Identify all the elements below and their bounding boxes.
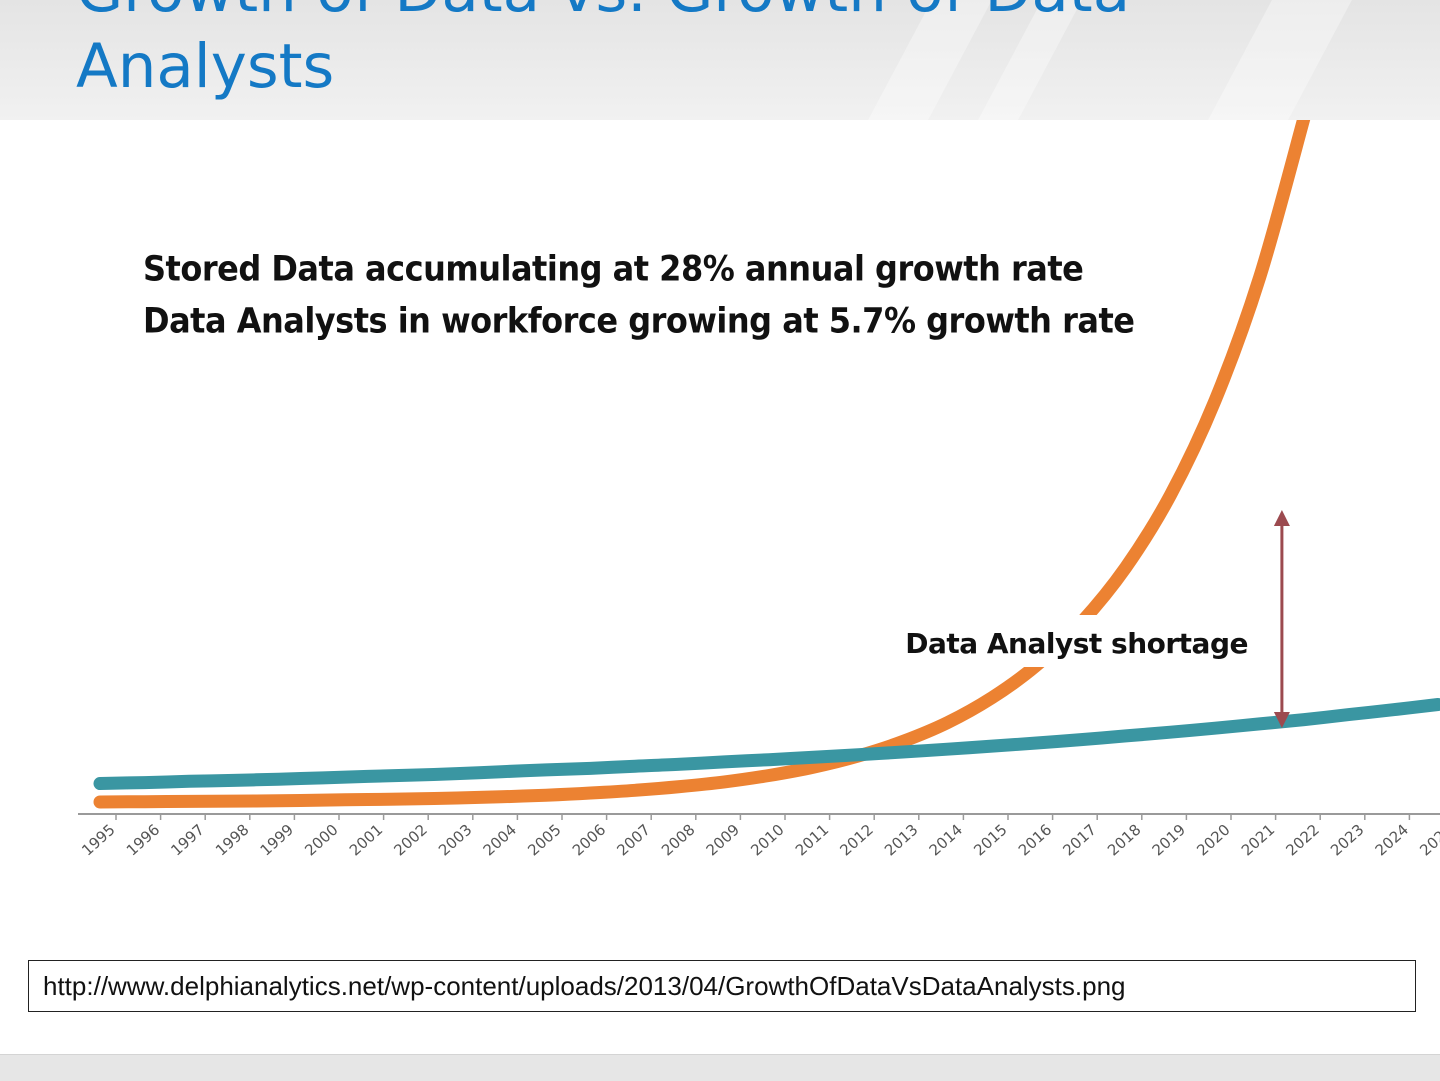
slide-footer-bar (0, 1054, 1440, 1081)
x-tick-label: 2010 (747, 821, 787, 860)
x-tick-label: 2023 (1327, 821, 1367, 860)
growth-chart: Stored Data accumulating at 28% annual g… (0, 110, 1440, 900)
x-tick-label: 2020 (1193, 821, 1233, 860)
x-tick-label: 2015 (970, 821, 1010, 860)
shortage-arrow-head-top (1273, 510, 1290, 526)
x-tick-label: 2017 (1059, 821, 1099, 860)
series-line-stored-data (93, 110, 1311, 809)
x-tick-label: 2014 (926, 821, 966, 860)
x-tick-label: 2002 (390, 821, 430, 860)
slide-header: Growth of Data vs. Growth of Data Analys… (0, 0, 1440, 120)
series-line-data-analysts (93, 698, 1440, 790)
annotation-label: Data Analyst shortage (905, 627, 1248, 660)
x-tick-label: 1995 (78, 821, 118, 860)
x-tick-label: 2012 (836, 821, 876, 860)
x-tick-label: 2013 (881, 821, 921, 860)
x-tick-label: 2016 (1015, 821, 1055, 860)
x-tick-label: 1998 (212, 821, 252, 860)
x-tick-label: 1997 (167, 821, 207, 860)
x-tick-label: 2021 (1238, 821, 1278, 860)
x-tick-label: 2006 (569, 821, 609, 860)
x-tick-label: 2003 (435, 821, 475, 860)
source-link[interactable]: http://www.delphianalytics.net/wp-conten… (28, 960, 1416, 1012)
chart-title-line-1: Stored Data accumulating at 28% annual g… (143, 248, 1084, 290)
x-tick-label: 2008 (658, 821, 698, 860)
x-tick-label: 2009 (703, 821, 743, 860)
x-tick-label: 2004 (480, 821, 520, 860)
x-tick-label: 2019 (1149, 821, 1189, 860)
x-tick-label: 2018 (1104, 821, 1144, 860)
x-tick-label: 2001 (346, 821, 386, 860)
x-tick-label: 2005 (524, 821, 564, 860)
slide-title: Growth of Data vs. Growth of Data Analys… (76, 0, 1130, 102)
x-tick-label: 2011 (792, 821, 832, 860)
x-tick-label: 2024 (1372, 821, 1412, 860)
x-tick-label: 1999 (257, 821, 297, 860)
chart-title-line-2: Data Analysts in workforce growing at 5.… (143, 300, 1135, 342)
chart-plot-area: 1995 1996 1997 1998 1999 2000 2001 2002 2003 2004… (78, 110, 1440, 860)
x-tick-label: 2025 (1416, 821, 1440, 860)
x-tick-label: 2000 (301, 821, 341, 860)
annotation-label-background (945, 615, 1257, 667)
x-tick-label: 2007 (613, 821, 653, 860)
x-tick-label: 1996 (123, 821, 163, 860)
x-tick-label: 2022 (1282, 821, 1322, 860)
shortage-arrow-head-bottom (1273, 712, 1290, 728)
